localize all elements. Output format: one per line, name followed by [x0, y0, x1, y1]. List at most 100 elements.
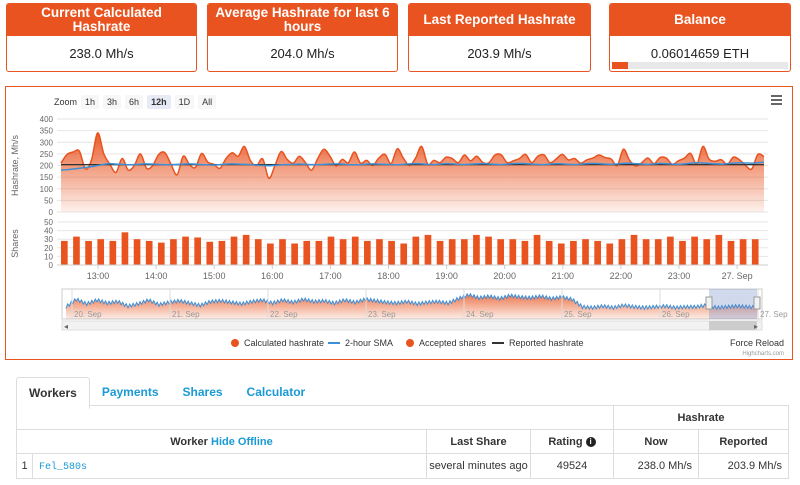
row-hashrate-now: 238.0 Mh/s [613, 453, 699, 479]
rating-header: Rating i [530, 429, 614, 454]
shares-tick-label: 40 [44, 227, 53, 236]
shares-bar [582, 239, 589, 265]
shares-bar [715, 234, 723, 265]
legend-calculated-hashrate[interactable]: Calculated hashrate [244, 338, 324, 348]
shares-bar [448, 239, 456, 265]
worker-name-link[interactable]: Fel_580s [39, 461, 88, 473]
x-tick-label: 23:00 [668, 271, 691, 281]
average-hashrate-value: 204.0 Mh/s [270, 46, 335, 61]
navigator-date-label: 26. Sep [662, 310, 690, 319]
navigator-scrollbar[interactable] [61, 320, 763, 331]
rating-header-label: Rating [548, 435, 583, 448]
shares-bar [182, 236, 189, 265]
highcharts-credits[interactable]: Highcharts.com [742, 351, 784, 357]
scroll-right-arrow-icon[interactable]: ▸ [754, 322, 758, 331]
shares-bar [73, 236, 80, 265]
shares-bar [400, 243, 408, 265]
shares-bar [545, 240, 553, 265]
shares-bar [691, 236, 698, 265]
balance-value: 0.06014659 ETH [650, 46, 750, 61]
shares-bar [497, 239, 505, 265]
shares-bar [194, 237, 201, 265]
row-rating: 49524 [530, 453, 614, 479]
zoom-6h-button[interactable]: 6h [125, 95, 144, 109]
navigator-date-label: 24. Sep [466, 310, 494, 319]
shares-bar [557, 243, 565, 265]
tab-shares[interactable]: Shares [182, 385, 223, 399]
shares-bar [218, 240, 226, 265]
x-tick-label: 17:00 [319, 271, 342, 281]
current-hashrate-title: Current Calculated Hashrate [7, 4, 196, 36]
shares-bar [388, 240, 395, 265]
shares-bar [533, 234, 541, 265]
shares-bar [727, 240, 735, 265]
shares-bar [364, 240, 371, 265]
zoom-3h-button[interactable]: 3h [103, 95, 122, 109]
current-hashrate-card: Current Calculated Hashrate 238.0 Mh/s [6, 3, 197, 72]
row-hashrate-reported: 203.9 Mh/s [698, 453, 789, 479]
shares-bar [145, 240, 153, 265]
navigator-selection[interactable] [709, 289, 757, 319]
x-tick-label: 22:00 [610, 271, 633, 281]
shares-bar [667, 236, 674, 265]
legend-2hour-sma[interactable]: 2-hour SMA [345, 338, 393, 348]
shares-bar [351, 236, 359, 265]
shares-bar [170, 239, 177, 265]
now-header: Now [613, 429, 699, 454]
worker-header-label: Worker [170, 435, 208, 448]
shares-tick-label: 10 [44, 252, 53, 261]
zoom-1d-button[interactable]: 1D [174, 95, 195, 109]
zoom-12h-button[interactable]: 12h [147, 95, 171, 109]
shares-bar [630, 234, 638, 265]
hashrate-group-header: Hashrate [613, 405, 789, 430]
shares-bar [97, 239, 105, 265]
navigator-date-label: 25. Sep [564, 310, 592, 319]
shares-bar [157, 242, 165, 265]
balance-progress-fill [612, 62, 628, 69]
hashrate-tick-label: 350 [40, 127, 54, 136]
shares-bar [206, 241, 214, 265]
hashrate-tick-label: 100 [40, 185, 54, 194]
shares-bar [473, 234, 480, 265]
hashrate-tick-label: 300 [40, 138, 54, 147]
scroll-left-arrow-icon[interactable]: ◂ [64, 322, 68, 331]
hashrate-tick-label: 200 [40, 162, 54, 171]
tab-payments[interactable]: Payments [101, 385, 159, 399]
scrollbar-thumb[interactable] [709, 321, 757, 330]
hide-offline-link[interactable]: Hide Offline [211, 435, 273, 448]
reported-hashrate-title: Last Reported Hashrate [409, 4, 590, 36]
x-tick-label: 19:00 [435, 271, 458, 281]
hashrate-tick-label: 0 [49, 208, 54, 217]
chart-menu-icon[interactable] [771, 95, 782, 105]
legend-accepted-shares[interactable]: Accepted shares [419, 338, 487, 348]
info-icon[interactable]: i [585, 436, 596, 447]
reported-header: Reported [698, 429, 789, 454]
shares-bar [739, 239, 747, 265]
navigator-handle[interactable] [753, 296, 761, 310]
shares-bar [376, 239, 383, 265]
force-reload-button[interactable]: Force Reload [730, 338, 784, 348]
shares-bar [242, 234, 250, 265]
tab-calculator[interactable]: Calculator [246, 385, 306, 399]
x-tick-label: 21:00 [552, 271, 575, 281]
navigator-date-label: 23. Sep [368, 310, 396, 319]
zoom-all-button[interactable]: All [198, 95, 217, 109]
shares-bar [436, 240, 444, 265]
navigator-line [65, 292, 759, 311]
legend-reported-hashrate[interactable]: Reported hashrate [509, 338, 584, 348]
average-hashrate-title: Average Hashrate for last 6 hours [208, 4, 397, 36]
shares-tick-label: 20 [44, 244, 53, 253]
shares-bar [703, 239, 711, 265]
shares-bar [751, 239, 759, 265]
hashrate-tick-label: 50 [44, 196, 53, 205]
hashrate-chart: 0501001502002503003504000102030405013:00… [10, 115, 788, 357]
shares-bar [460, 239, 468, 265]
navigator-handle[interactable] [705, 296, 713, 310]
shares-bar [254, 239, 262, 265]
hashrate-tick-label: 250 [40, 150, 54, 159]
reported-hashrate-card: Last Reported Hashrate 203.9 Mh/s [408, 3, 591, 72]
last-share-header: Last Share [426, 429, 531, 454]
shares-bar [315, 240, 323, 265]
table-row: 1 Fel_580s several minutes ago 49524 238… [16, 453, 789, 479]
zoom-1h-button[interactable]: 1h [81, 95, 100, 109]
